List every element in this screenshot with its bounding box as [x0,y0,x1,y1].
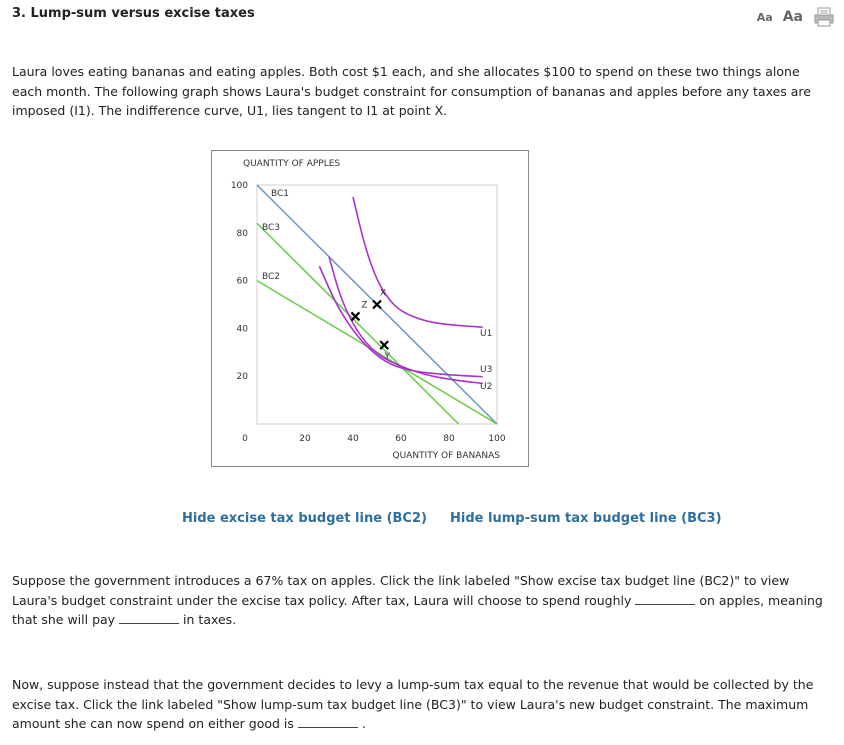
lump-sum-question: Now, suppose instead that the government… [12,675,832,734]
budget-chart-frame [211,150,529,467]
apple-spending-blank[interactable] [635,593,696,605]
hide-excise-tax-link[interactable]: Hide excise tax budget line (BC2) [182,511,427,526]
budget-line-toggles: Hide excise tax budget line (BC2) Hide l… [182,511,722,526]
excise-question-text-2: on apples, meaning that she will pay [12,592,823,628]
lump-sum-question-text-1: Now, suppose instead that the government… [12,677,814,731]
excise-question-text-3: in taxes. [183,612,237,627]
hide-lump-sum-tax-link[interactable]: Hide lump-sum tax budget line (BC3) [450,511,722,526]
excise-question-text-1: Suppose the government introduces a 67% … [12,573,790,608]
max-spending-blank[interactable] [297,716,358,728]
excise-question: Suppose the government introduces a 67% … [12,571,824,630]
question-title: 3. Lump-sum versus excise taxes [12,6,255,21]
font-larger-button[interactable]: Aa [782,9,803,25]
tax-paid-blank[interactable] [119,612,180,624]
lump-sum-question-text-2: . [361,716,366,731]
font-smaller-button[interactable]: Aa [756,10,773,24]
font-size-controls: Aa Aa [757,6,835,28]
printer-icon[interactable] [813,6,835,28]
intro-paragraph: Laura loves eating bananas and eating ap… [12,64,811,118]
